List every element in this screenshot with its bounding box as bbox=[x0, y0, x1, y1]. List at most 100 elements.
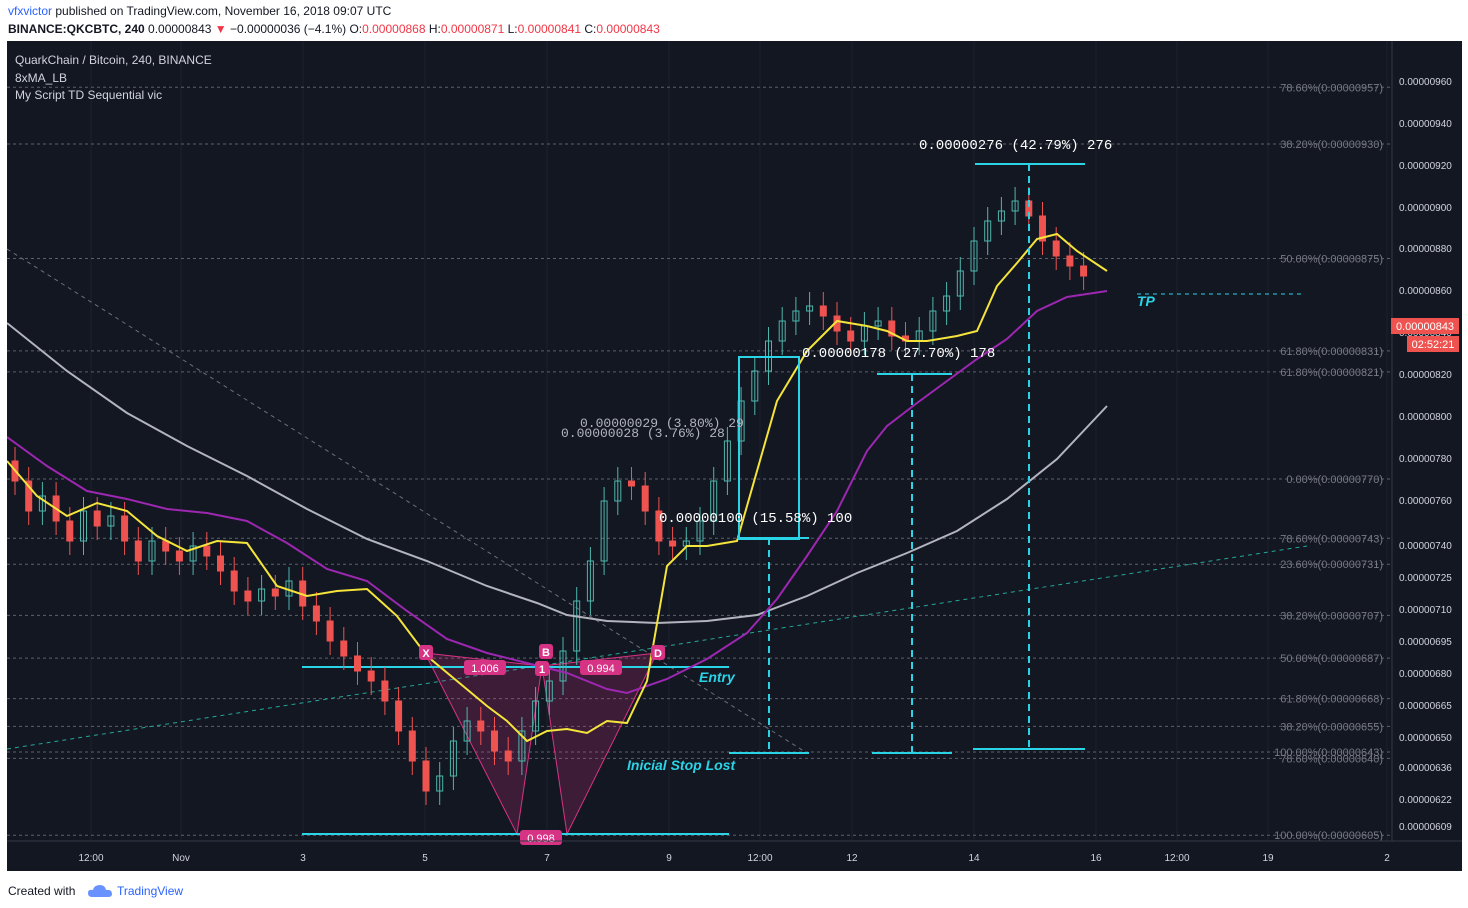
candle-body[interactable] bbox=[518, 730, 526, 762]
candle-body[interactable] bbox=[80, 510, 87, 542]
publish-header: vfxvictor published on TradingView.com, … bbox=[0, 0, 1468, 40]
pattern-bcd[interactable] bbox=[541, 652, 658, 836]
pattern-b-badge[interactable] bbox=[539, 644, 553, 659]
fib-label: 38.20%(0.00000707) bbox=[1280, 610, 1383, 622]
moving-averages bbox=[6, 232, 1108, 743]
candle-body[interactable] bbox=[244, 590, 252, 602]
candle-body[interactable] bbox=[381, 680, 389, 702]
candle-body[interactable] bbox=[217, 555, 224, 572]
candle-body[interactable] bbox=[175, 550, 183, 562]
candle-body[interactable] bbox=[984, 220, 992, 242]
candle-body[interactable] bbox=[655, 510, 663, 542]
candle-body[interactable] bbox=[258, 588, 266, 602]
candle-body[interactable] bbox=[943, 295, 951, 312]
candle-body[interactable] bbox=[628, 480, 635, 487]
candle-body[interactable] bbox=[491, 730, 498, 752]
candle-body[interactable] bbox=[312, 605, 320, 622]
candle-body[interactable] bbox=[395, 700, 403, 732]
bar-countdown: 02:52:21 bbox=[1412, 339, 1455, 351]
x-tick-label: 7 bbox=[544, 853, 550, 864]
candle-body[interactable] bbox=[25, 480, 33, 512]
candle-body[interactable] bbox=[449, 740, 457, 777]
legend-indicator-ma[interactable]: 8xMA_LB bbox=[15, 71, 67, 85]
candle-body[interactable] bbox=[874, 320, 882, 327]
legend-indicator-td[interactable]: My Script TD Sequential vic bbox=[15, 88, 162, 102]
candle-body[interactable] bbox=[710, 480, 718, 522]
candle-body[interactable] bbox=[1052, 240, 1060, 257]
fib-label: 23.60%(0.00000731) bbox=[1280, 559, 1383, 571]
candle-body[interactable] bbox=[532, 700, 540, 732]
fib-label: 100.00%(0.00000643) bbox=[1274, 747, 1383, 759]
pattern-d-badge[interactable] bbox=[651, 645, 665, 660]
candle-body[interactable] bbox=[956, 270, 964, 297]
candle-body[interactable] bbox=[751, 370, 759, 402]
x-tick-label: 12:00 bbox=[747, 853, 772, 864]
candle-body[interactable] bbox=[38, 495, 46, 512]
candle-body[interactable] bbox=[929, 310, 937, 332]
ratio-xb-badge[interactable] bbox=[464, 660, 506, 675]
candle-body[interactable] bbox=[134, 540, 142, 562]
candle-body[interactable] bbox=[107, 515, 115, 527]
candle-body[interactable] bbox=[669, 540, 677, 547]
candle-body[interactable] bbox=[696, 520, 704, 542]
candle-body[interactable] bbox=[1066, 255, 1074, 267]
pattern-x-badge[interactable] bbox=[419, 645, 433, 660]
candle-body[interactable] bbox=[778, 320, 786, 342]
pattern-a-badge[interactable] bbox=[535, 661, 549, 676]
candle-body[interactable] bbox=[723, 440, 731, 482]
candle-body[interactable] bbox=[326, 620, 334, 642]
y-tick-label: 0.00000725 bbox=[1399, 573, 1452, 584]
candle-body[interactable] bbox=[997, 210, 1005, 222]
candle-body[interactable] bbox=[463, 720, 471, 742]
candle-body[interactable] bbox=[641, 485, 649, 512]
chart-area[interactable]: 78.60%(0.00000957) 38.20%(0.00000930) 50.0… bbox=[6, 41, 1462, 871]
candle-body[interactable] bbox=[121, 515, 129, 542]
y-tick-label: 0.00000609 bbox=[1399, 822, 1452, 833]
grid bbox=[90, 41, 1388, 841]
candle-body[interactable] bbox=[573, 600, 581, 652]
candle-body[interactable] bbox=[614, 480, 622, 502]
pattern-xab[interactable] bbox=[424, 652, 543, 836]
pattern-b-label: B bbox=[542, 647, 550, 659]
ma-mid-line bbox=[6, 290, 1108, 695]
candle-body[interactable] bbox=[586, 560, 594, 602]
candle-body[interactable] bbox=[600, 500, 608, 562]
candle-body[interactable] bbox=[189, 545, 197, 562]
candle-body[interactable] bbox=[819, 305, 827, 317]
candle-body[interactable] bbox=[1011, 200, 1019, 212]
tradingview-link[interactable]: TradingView bbox=[117, 884, 184, 898]
candle-body[interactable] bbox=[888, 320, 896, 337]
price-chart[interactable]: 78.60%(0.00000957)38.20%(0.00000930)50.0… bbox=[6, 41, 1462, 871]
candle-body[interactable] bbox=[1080, 265, 1088, 277]
candle-body[interactable] bbox=[970, 240, 978, 272]
candle-body[interactable] bbox=[230, 570, 238, 592]
candle-body[interactable] bbox=[271, 588, 279, 597]
candle-body[interactable] bbox=[408, 730, 416, 762]
candle-body[interactable] bbox=[422, 760, 430, 792]
candle-body[interactable] bbox=[806, 305, 814, 312]
candle-body[interactable] bbox=[559, 650, 567, 682]
price-axis[interactable]: 0.00000960 0.00000940 0.00000920 0.00000900… bbox=[1391, 41, 1462, 871]
x-tick-label: 3 bbox=[300, 853, 306, 864]
candle-body[interactable] bbox=[354, 655, 361, 672]
candle-body[interactable] bbox=[203, 545, 211, 557]
candle-body[interactable] bbox=[477, 720, 485, 732]
tradingview-cloud-icon bbox=[88, 885, 112, 897]
candle-body[interactable] bbox=[545, 680, 553, 702]
candle-body[interactable] bbox=[340, 640, 348, 657]
fib-label: 0.00%(0.00000770) bbox=[1286, 474, 1383, 486]
candle-body[interactable] bbox=[93, 510, 101, 527]
time-axis[interactable]: 12:00 Nov 3 5 7 9 12:00 12 14 16 12:00 19 2 bbox=[7, 840, 1462, 864]
candle-body[interactable] bbox=[847, 330, 855, 342]
candle-body[interactable] bbox=[792, 310, 800, 322]
ratio-bd-badge[interactable] bbox=[580, 660, 622, 675]
candle-body[interactable] bbox=[504, 750, 512, 762]
candle-body[interactable] bbox=[66, 520, 74, 542]
descending-trendline[interactable] bbox=[6, 248, 808, 754]
author-link[interactable]: vfxvictor bbox=[8, 4, 53, 18]
candle-body[interactable] bbox=[148, 540, 156, 562]
candle-body[interactable] bbox=[367, 670, 375, 682]
candle-body[interactable] bbox=[436, 775, 444, 792]
candle-body[interactable] bbox=[1039, 215, 1046, 242]
ratio-xb-label: 1.006 bbox=[471, 663, 499, 675]
